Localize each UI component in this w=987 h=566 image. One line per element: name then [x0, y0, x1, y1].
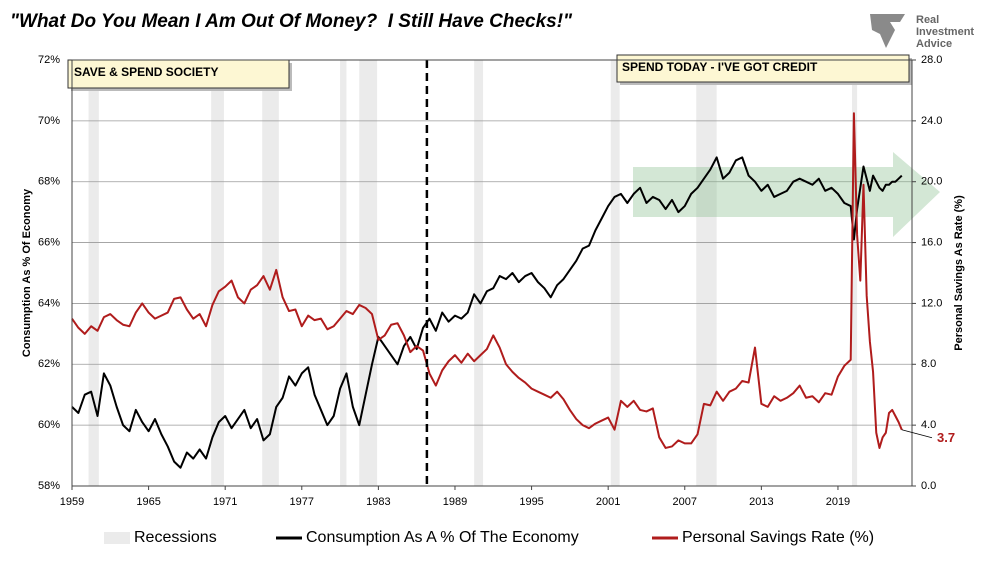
x-tick-label: 2007 — [673, 496, 697, 508]
recession-band — [359, 60, 378, 486]
x-tick-label: 1965 — [136, 496, 160, 508]
end-value-label: 3.7 — [937, 430, 955, 445]
x-tick-label: 1983 — [366, 496, 390, 508]
annotation-box: SAVE & SPEND SOCIETY — [67, 59, 292, 91]
x-tick-label: 1995 — [519, 496, 543, 508]
y2-tick-label: 28.0 — [921, 54, 942, 66]
recession-band — [88, 60, 99, 486]
x-tick-label: 1977 — [290, 496, 314, 508]
annotation: SPEND TODAY - I'VE GOT CREDIT — [622, 60, 818, 74]
legend: Recessions Consumption As A % Of The Econ… — [104, 529, 874, 546]
y-tick-label: 66% — [38, 236, 60, 248]
legend-swatch — [104, 532, 130, 544]
y2-axis-title: Personal Savings As Rate (%) — [953, 195, 965, 351]
chart-title: "What Do You Mean I Am Out Of Money? I S… — [10, 11, 573, 32]
annotation: SAVE & SPEND SOCIETY — [74, 65, 218, 79]
logo-icon — [870, 14, 905, 48]
y2-tick-label: 20.0 — [921, 176, 942, 188]
x-tick-label: 1971 — [213, 496, 237, 508]
legend-label: Personal Savings Rate (%) — [682, 529, 874, 546]
recession-band — [211, 60, 224, 486]
y-axis-title: Consumption As % Of Economy — [21, 188, 33, 357]
y-tick-label: 60% — [38, 419, 60, 431]
series-line — [71, 156, 903, 469]
recession-band — [610, 60, 620, 486]
y-tick-label: 68% — [38, 176, 60, 188]
x-tick-label: 1959 — [60, 496, 84, 508]
x-tick-label: 2001 — [596, 496, 620, 508]
y-tick-label: 70% — [38, 115, 60, 127]
recession-layer — [88, 60, 858, 486]
y2-tick-label: 4.0 — [921, 419, 936, 431]
logo: Real Investment Advice — [870, 14, 974, 50]
y2-tick-label: 8.0 — [921, 358, 936, 370]
recession-band — [262, 60, 279, 486]
end-leader — [901, 429, 933, 439]
plot-border — [71, 59, 913, 487]
logo-text: Investment — [916, 26, 974, 38]
legend-label: Recessions — [134, 529, 217, 546]
y2-tick-label: 24.0 — [921, 115, 942, 127]
y-tick-label: 64% — [38, 297, 60, 309]
y2-tick-label: 0.0 — [921, 480, 936, 492]
logo-text: Real — [916, 14, 939, 26]
line-layer — [71, 60, 903, 486]
y-tick-label: 72% — [38, 54, 60, 66]
recession-band — [474, 60, 484, 486]
y2-tick-label: 12.0 — [921, 297, 942, 309]
y2-tick-label: 16.0 — [921, 236, 942, 248]
recession-band — [852, 60, 858, 486]
y-tick-label: 58% — [38, 480, 60, 492]
legend-label: Consumption As A % Of The Economy — [306, 529, 579, 546]
x-tick-label: 1989 — [443, 496, 467, 508]
y-tick-label: 62% — [38, 358, 60, 370]
x-tick-label: 2013 — [749, 496, 773, 508]
recession-band — [340, 60, 347, 486]
x-tick-label: 2019 — [826, 496, 850, 508]
logo-text: Advice — [916, 38, 952, 50]
series-line — [71, 112, 903, 449]
